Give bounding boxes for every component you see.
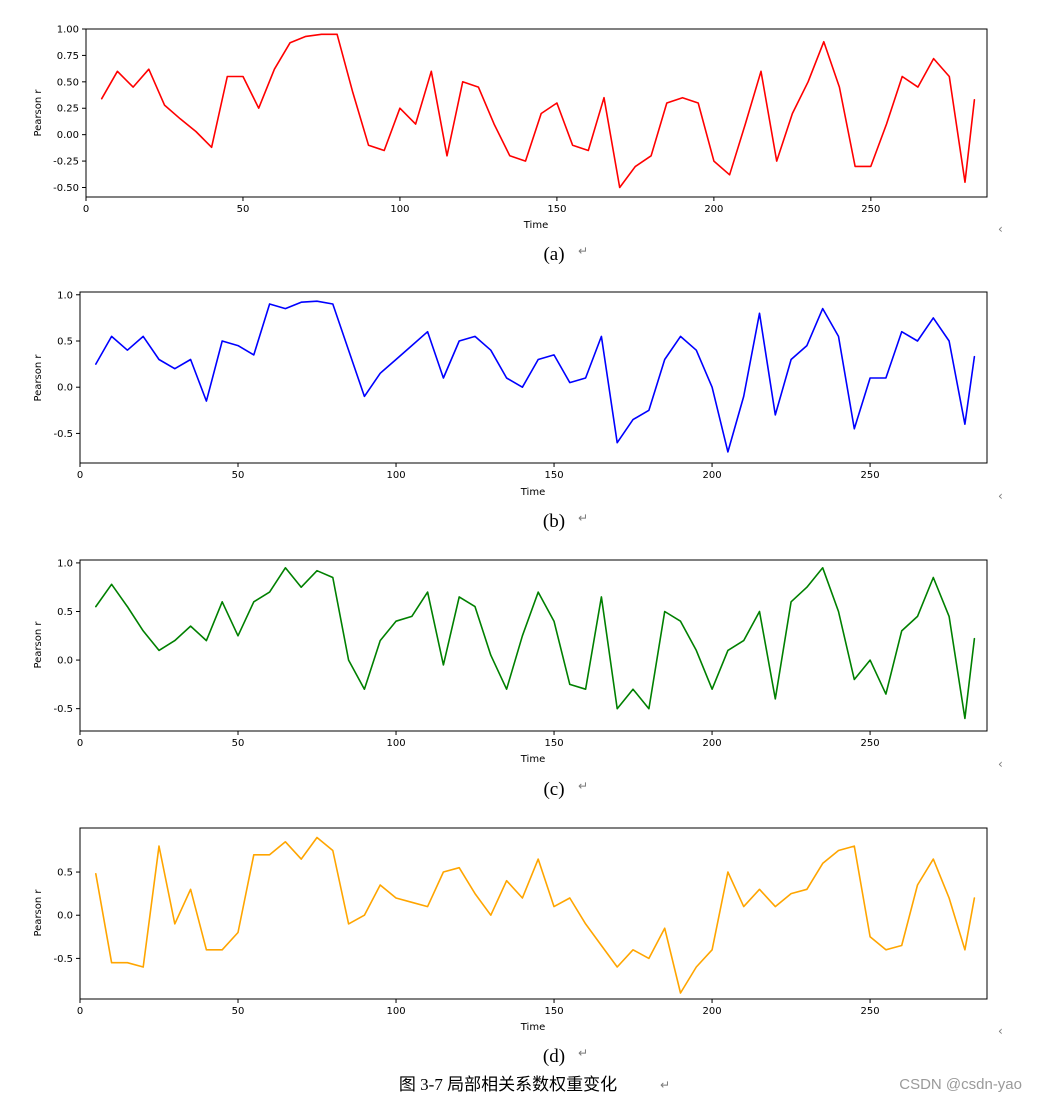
- chart-panel-a: Pearson r Time (a) ↵ ‹ 0 50 100 150 200 250 -0…: [33, 25, 1003, 266]
- y-tick-label: 0.50: [57, 77, 79, 88]
- y-tick-label: -0.5: [53, 429, 73, 440]
- x-tick-label: 0: [77, 738, 83, 749]
- chart-panel-d: Pearson r Time (d) ↵ ‹ 0 50 100 150 200 250 -0…: [33, 827, 1003, 1067]
- panel-label: (a): [543, 244, 564, 265]
- y-tick-label: 0.5: [57, 868, 73, 879]
- series-line: [95, 566, 976, 720]
- y-tick-label: 0.75: [57, 51, 79, 62]
- return-mark: ↵: [578, 511, 588, 525]
- series-line: [95, 836, 976, 994]
- x-tick-label: 250: [861, 738, 880, 749]
- y-tick-label: 1.0: [57, 290, 73, 301]
- chart-panel-c: Pearson r Time (c) ↵ ‹ 0 50 100 150 200 250 -0…: [33, 558, 1003, 800]
- y-axis-label: Pearson r: [33, 889, 44, 937]
- x-tick-label: 200: [703, 738, 722, 749]
- plot-frame: [79, 827, 988, 1000]
- caption-return-mark: ↵: [660, 1078, 670, 1092]
- x-tick-label: 200: [704, 204, 723, 215]
- y-tick-label: -0.25: [53, 157, 79, 168]
- edge-mark: ‹: [998, 222, 1003, 236]
- x-tick-label: 200: [703, 1006, 722, 1017]
- plot-frame: [85, 28, 988, 198]
- x-axis-label: Time: [520, 487, 545, 498]
- x-tick-label: 0: [77, 470, 83, 481]
- edge-mark: ‹: [998, 757, 1003, 771]
- y-tick-label: -0.5: [53, 704, 73, 715]
- y-axis-label: Pearson r: [33, 354, 44, 402]
- x-tick-label: 100: [386, 470, 405, 481]
- x-tick-label: 250: [861, 1006, 880, 1017]
- y-tick-label: 1.00: [57, 25, 79, 36]
- x-axis-label: Time: [520, 754, 545, 765]
- return-mark: ↵: [578, 779, 588, 793]
- return-mark: ↵: [578, 1046, 588, 1060]
- figure-caption: 图 3-7 局部相关系数权重变化: [399, 1075, 617, 1094]
- x-tick-label: 50: [232, 738, 245, 749]
- y-axis-label: Pearson r: [33, 89, 44, 137]
- x-tick-label: 150: [547, 204, 566, 215]
- y-tick-label: -0.5: [53, 954, 73, 965]
- x-tick-label: 100: [390, 204, 409, 215]
- y-tick-label: 0.25: [57, 104, 79, 115]
- panel-label: (d): [543, 1046, 565, 1067]
- edge-mark: ‹: [998, 489, 1003, 503]
- watermark: CSDN @csdn-yao: [899, 1076, 1022, 1093]
- y-tick-label: 0.5: [57, 336, 73, 347]
- x-tick-label: 100: [386, 738, 405, 749]
- y-tick-label: 0.00: [57, 130, 79, 141]
- return-mark: ↵: [578, 244, 588, 258]
- x-tick-label: 50: [237, 204, 250, 215]
- y-tick-label: 0.0: [57, 911, 73, 922]
- y-axis-label: Pearson r: [33, 621, 44, 669]
- y-tick-label: 0.0: [57, 383, 73, 394]
- x-axis-label: Time: [523, 220, 548, 231]
- plot-frame: [79, 559, 988, 732]
- y-tick-label: 0.0: [57, 656, 73, 667]
- x-tick-label: 150: [544, 1006, 563, 1017]
- x-tick-label: 50: [232, 470, 245, 481]
- x-tick-label: 200: [703, 470, 722, 481]
- series-line: [100, 33, 976, 189]
- x-tick-label: 250: [861, 204, 880, 215]
- x-tick-label: 100: [386, 1006, 405, 1017]
- plot-frame: [79, 291, 988, 464]
- x-tick-label: 150: [544, 738, 563, 749]
- x-tick-label: 150: [544, 470, 563, 481]
- x-tick-label: 0: [83, 204, 89, 215]
- x-axis-label: Time: [520, 1022, 545, 1033]
- y-tick-label: -0.50: [53, 183, 79, 194]
- x-tick-label: 50: [232, 1006, 245, 1017]
- panel-label: (c): [543, 779, 564, 800]
- panel-label: (b): [543, 511, 565, 532]
- chart-panel-b: Pearson r Time (b) ↵ ‹ 0 50 100 150 200 250 -0…: [33, 290, 1003, 532]
- x-tick-label: 250: [861, 470, 880, 481]
- y-tick-label: 1.0: [57, 558, 73, 569]
- edge-mark: ‹: [998, 1024, 1003, 1038]
- y-tick-label: 0.5: [57, 607, 73, 618]
- x-tick-label: 0: [77, 1006, 83, 1017]
- series-line: [95, 300, 976, 453]
